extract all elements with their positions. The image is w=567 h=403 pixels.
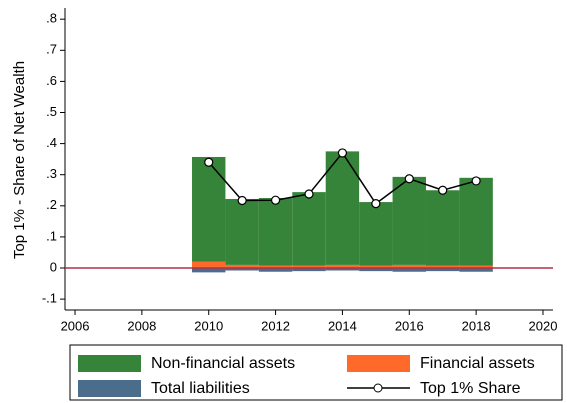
legend-swatch: [347, 355, 410, 372]
share-marker: [337, 148, 348, 158]
share-marker: [471, 176, 481, 186]
bar: [459, 177, 493, 266]
x-tick-label: 2012: [261, 318, 290, 333]
y-axis-title: Top 1% - Share of Net Wealth: [11, 61, 28, 259]
bar: [258, 268, 293, 272]
legend-swatch: [78, 380, 141, 397]
bar: [425, 190, 460, 266]
x-tick-label: 2006: [61, 318, 90, 333]
y-tick-label: .1: [46, 228, 57, 243]
share-marker: [438, 185, 448, 195]
x-tick-label: 2018: [462, 318, 491, 333]
share-marker: [237, 195, 247, 206]
x-tick-label: 2010: [194, 318, 223, 333]
bar: [359, 268, 393, 272]
share-marker: [371, 199, 381, 209]
bar: [258, 198, 293, 266]
share-marker: [204, 157, 214, 167]
bar: [258, 265, 293, 269]
bar: [425, 265, 460, 269]
legend-box: [69, 344, 563, 401]
bar: [292, 265, 326, 269]
bar: [225, 198, 259, 265]
bar: [292, 192, 326, 266]
bar: [425, 268, 460, 272]
bar: [225, 264, 259, 269]
bar: [392, 268, 426, 272]
bar: [292, 268, 326, 272]
y-tick-label: .2: [46, 197, 57, 212]
x-tick-label: 2020: [529, 318, 558, 333]
bar: [459, 265, 493, 269]
bar: [359, 202, 393, 266]
y-tick-label: .4: [46, 135, 57, 150]
legend-swatch: [78, 355, 141, 372]
bar: [392, 264, 426, 269]
x-tick-label: 2016: [395, 318, 424, 333]
legend-label: Financial assets: [420, 355, 535, 372]
share-marker: [270, 195, 281, 205]
y-tick-label: .6: [46, 73, 57, 88]
y-tick-label: 0: [50, 259, 57, 274]
bar: [359, 265, 393, 269]
x-tick-label: 2014: [328, 318, 357, 333]
legend-label: Total liabilities: [151, 380, 250, 397]
bar: [225, 268, 259, 271]
y-tick-label: .3: [46, 166, 57, 181]
share-marker: [404, 174, 414, 184]
legend-marker: [373, 383, 383, 393]
bar: [459, 268, 493, 272]
bar: [325, 268, 360, 271]
y-tick-label: .5: [46, 104, 57, 119]
bar: [325, 264, 360, 269]
bar: [192, 156, 226, 262]
y-tick-label: -.1: [42, 291, 57, 306]
bar: [392, 176, 426, 265]
bar: [192, 268, 226, 273]
share-marker: [304, 189, 314, 199]
y-tick-label: .7: [46, 42, 57, 57]
legend-label: Non-financial assets: [151, 355, 295, 372]
legend-label: Top 1% Share: [420, 380, 521, 397]
x-tick-label: 2008: [127, 318, 156, 333]
bar: [192, 261, 226, 269]
y-tick-label: .8: [46, 11, 57, 26]
